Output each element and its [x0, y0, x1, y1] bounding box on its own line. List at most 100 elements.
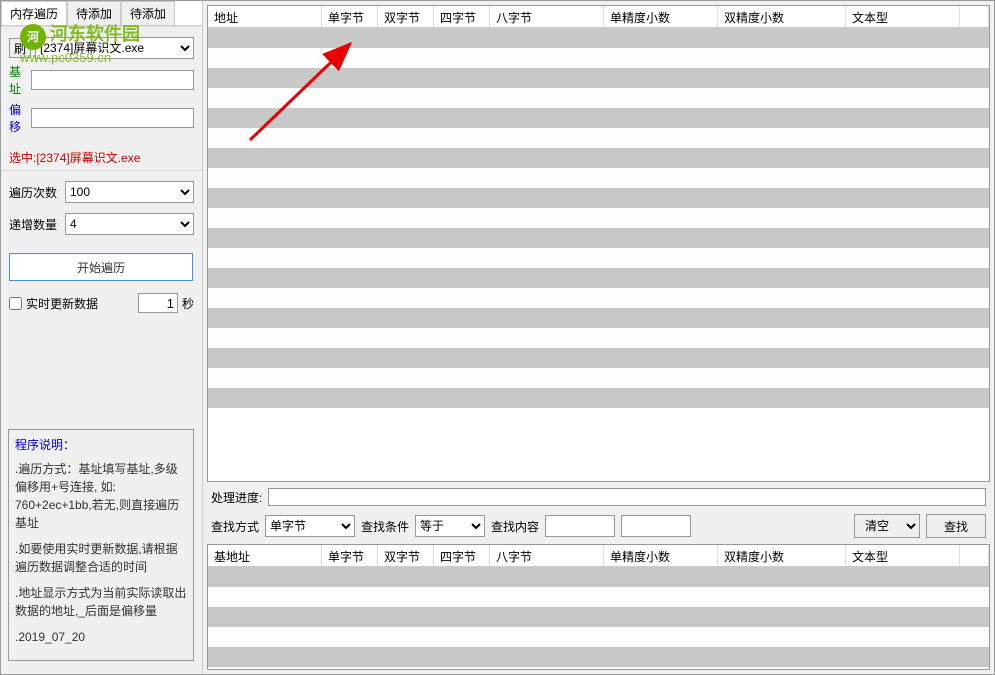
grid-body-bottom[interactable]: [208, 567, 989, 667]
col-text[interactable]: 文本型: [846, 6, 960, 27]
col2-double[interactable]: 双精度小数: [718, 545, 846, 566]
table-cell: [322, 88, 378, 108]
table-row[interactable]: [208, 647, 989, 667]
table-cell: [604, 348, 718, 368]
table-row[interactable]: [208, 627, 989, 647]
table-row[interactable]: [208, 148, 989, 168]
col2-text[interactable]: 文本型: [846, 545, 960, 566]
table-cell: [718, 88, 846, 108]
search-content-input-2[interactable]: [621, 515, 691, 537]
base-input[interactable]: [31, 70, 194, 90]
table-cell: [208, 48, 322, 68]
grid-body-top[interactable]: [208, 28, 989, 408]
table-cell: [718, 68, 846, 88]
realtime-seconds-input[interactable]: [138, 293, 178, 313]
col-byte4[interactable]: 四字节: [434, 6, 490, 27]
table-row[interactable]: [208, 368, 989, 388]
table-cell: [718, 607, 846, 627]
table-row[interactable]: [208, 348, 989, 368]
table-cell: [434, 68, 490, 88]
offset-label: 偏移: [9, 101, 31, 135]
table-row[interactable]: [208, 328, 989, 348]
tab-bar: 内存遍历 待添加 待添加: [1, 1, 202, 26]
table-cell: [718, 368, 846, 388]
table-row[interactable]: [208, 28, 989, 48]
inc-combo[interactable]: 4: [65, 213, 194, 235]
tab-memory[interactable]: 内存遍历: [1, 1, 67, 25]
table-cell: [960, 567, 989, 587]
table-cell: [378, 348, 434, 368]
table-cell: [322, 208, 378, 228]
table-row[interactable]: [208, 607, 989, 627]
desc-p3: .地址显示方式为当前实际读取出数据的地址,_后面是偏移量: [15, 584, 187, 620]
clear-combo-button[interactable]: 清空: [854, 514, 920, 538]
col2-byte1[interactable]: 单字节: [322, 545, 378, 566]
table-cell: [208, 647, 322, 667]
col2-byte8[interactable]: 八字节: [490, 545, 604, 566]
table-cell: [434, 587, 490, 607]
table-row[interactable]: [208, 188, 989, 208]
search-content-input-1[interactable]: [545, 515, 615, 537]
table-cell: [718, 348, 846, 368]
table-row[interactable]: [208, 128, 989, 148]
table-cell: [960, 28, 989, 48]
table-cell: [960, 208, 989, 228]
table-row[interactable]: [208, 68, 989, 88]
col-byte8[interactable]: 八字节: [490, 6, 604, 27]
search-cond-combo[interactable]: 等于: [415, 515, 485, 537]
col-byte1[interactable]: 单字节: [322, 6, 378, 27]
start-button[interactable]: 开始遍历: [9, 253, 193, 281]
col2-byte2[interactable]: 双字节: [378, 545, 434, 566]
iter-combo[interactable]: 100: [65, 181, 194, 203]
tab-pending-1[interactable]: 待添加: [67, 1, 121, 25]
table-row[interactable]: [208, 108, 989, 128]
col-float[interactable]: 单精度小数: [604, 6, 718, 27]
table-row[interactable]: [208, 168, 989, 188]
table-row[interactable]: [208, 208, 989, 228]
table-cell: [208, 388, 322, 408]
table-row[interactable]: [208, 308, 989, 328]
tab-pending-2[interactable]: 待添加: [121, 1, 175, 25]
table-cell: [434, 308, 490, 328]
table-cell: [490, 128, 604, 148]
table-cell: [960, 68, 989, 88]
col2-byte4[interactable]: 四字节: [434, 545, 490, 566]
table-cell: [322, 388, 378, 408]
table-row[interactable]: [208, 567, 989, 587]
table-cell: [378, 148, 434, 168]
table-cell: [490, 248, 604, 268]
table-row[interactable]: [208, 288, 989, 308]
refresh-button[interactable]: 刷: [9, 38, 31, 58]
table-cell: [322, 28, 378, 48]
col-double[interactable]: 双精度小数: [718, 6, 846, 27]
table-row[interactable]: [208, 88, 989, 108]
table-row[interactable]: [208, 228, 989, 248]
col-addr[interactable]: 地址: [208, 6, 322, 27]
table-row[interactable]: [208, 268, 989, 288]
table-row[interactable]: [208, 248, 989, 268]
search-mode-combo[interactable]: 单字节: [265, 515, 355, 537]
table-cell: [604, 647, 718, 667]
table-cell: [718, 587, 846, 607]
col-byte2[interactable]: 双字节: [378, 6, 434, 27]
table-cell: [490, 348, 604, 368]
table-cell: [846, 348, 960, 368]
table-row[interactable]: [208, 48, 989, 68]
table-row[interactable]: [208, 388, 989, 408]
table-cell: [434, 148, 490, 168]
col2-base[interactable]: 基地址: [208, 545, 322, 566]
table-cell: [718, 248, 846, 268]
table-cell: [322, 108, 378, 128]
table-row[interactable]: [208, 587, 989, 607]
offset-input[interactable]: [31, 108, 194, 128]
table-cell: [378, 607, 434, 627]
find-button[interactable]: 查找: [926, 514, 986, 538]
col2-float[interactable]: 单精度小数: [604, 545, 718, 566]
table-cell: [322, 68, 378, 88]
table-cell: [846, 248, 960, 268]
process-combo[interactable]: [2374]屏幕识文.exe: [35, 37, 194, 59]
table-cell: [208, 168, 322, 188]
results-grid-top: 地址 单字节 双字节 四字节 八字节 单精度小数 双精度小数 文本型: [207, 5, 990, 482]
realtime-checkbox[interactable]: [9, 297, 22, 310]
table-cell: [434, 28, 490, 48]
